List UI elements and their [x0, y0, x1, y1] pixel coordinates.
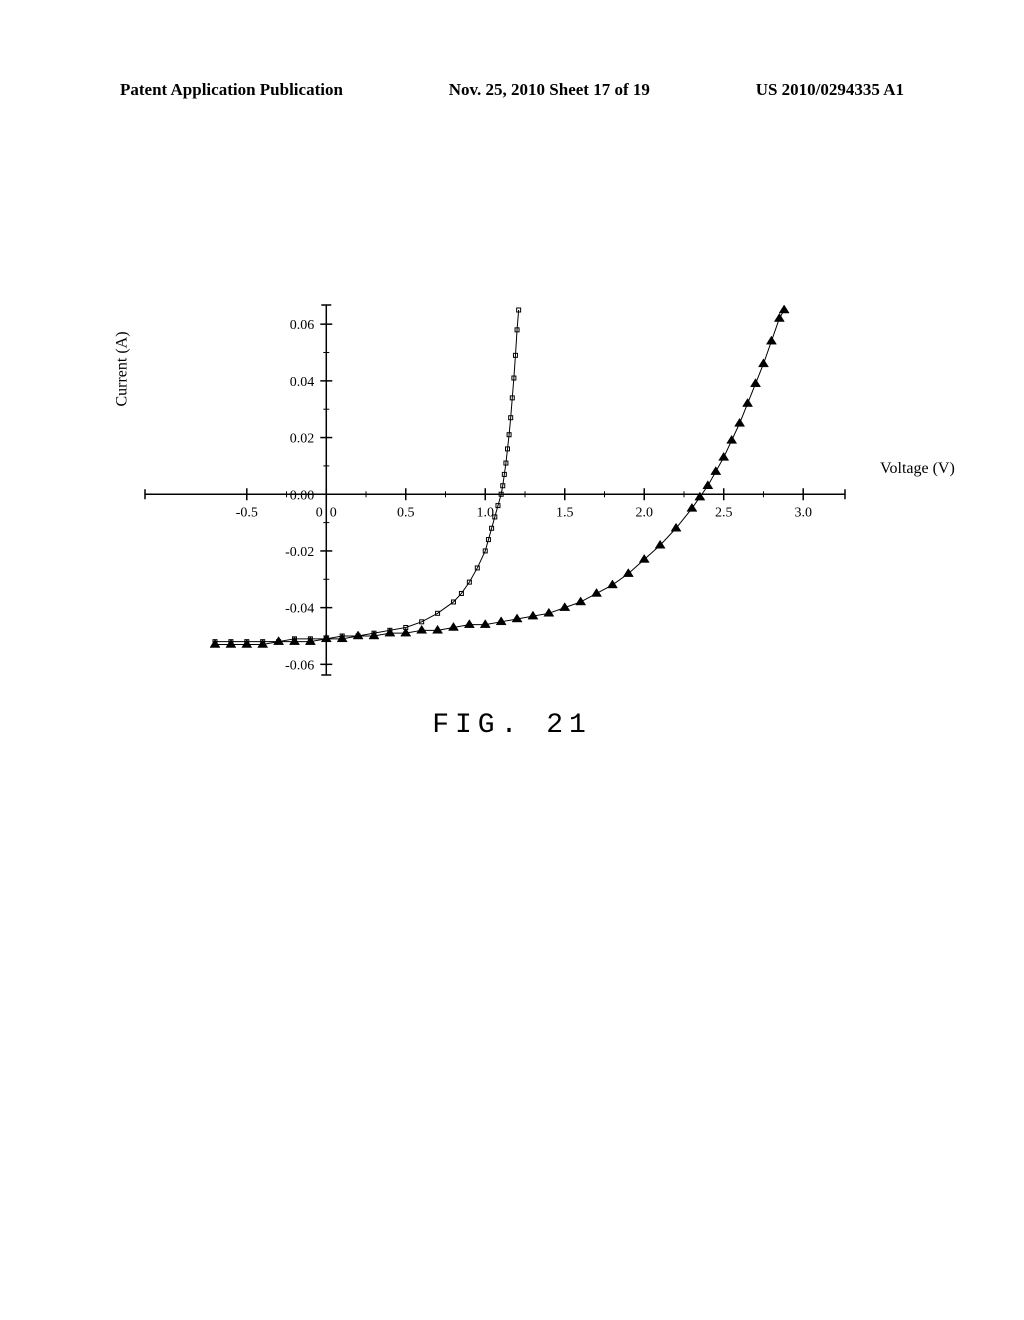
svg-text:1.5: 1.5 [556, 505, 574, 520]
page-header: Patent Application Publication Nov. 25, … [0, 80, 1024, 100]
svg-text:0.5: 0.5 [397, 505, 415, 520]
iv-chart: -0.5 00 0.5 1.0 1.5 2.0 2.5 3.0 -0.06 -0.04 -0.02 0… [115, 300, 875, 680]
svg-text:2.0: 2.0 [635, 505, 653, 520]
header-right: US 2010/0294335 A1 [756, 80, 904, 100]
header-center: Nov. 25, 2010 Sheet 17 of 19 [449, 80, 650, 100]
figure-label: FIG. 21 [0, 710, 1024, 741]
svg-text:-0.5: -0.5 [236, 505, 258, 520]
svg-text:-0.02: -0.02 [285, 545, 314, 560]
svg-text:-0.06: -0.06 [285, 658, 314, 673]
svg-text:0: 0 [330, 505, 337, 520]
svg-text:0.04: 0.04 [290, 375, 315, 390]
svg-text:-0.04: -0.04 [285, 602, 314, 617]
svg-text:3.0: 3.0 [794, 505, 812, 520]
svg-text:0: 0 [316, 505, 323, 520]
svg-text:0.06: 0.06 [290, 318, 315, 333]
chart-svg: -0.5 00 0.5 1.0 1.5 2.0 2.5 3.0 -0.06 -0.04 -0.02 0… [115, 300, 875, 680]
header-left: Patent Application Publication [120, 80, 343, 100]
x-axis-label: Voltage (V) [880, 460, 955, 478]
svg-text:0.02: 0.02 [290, 432, 315, 447]
svg-text:2.5: 2.5 [715, 505, 733, 520]
y-axis-label: Current (A) [114, 331, 132, 406]
svg-text:1.0: 1.0 [477, 505, 495, 520]
svg-text:0.00: 0.00 [290, 488, 315, 503]
